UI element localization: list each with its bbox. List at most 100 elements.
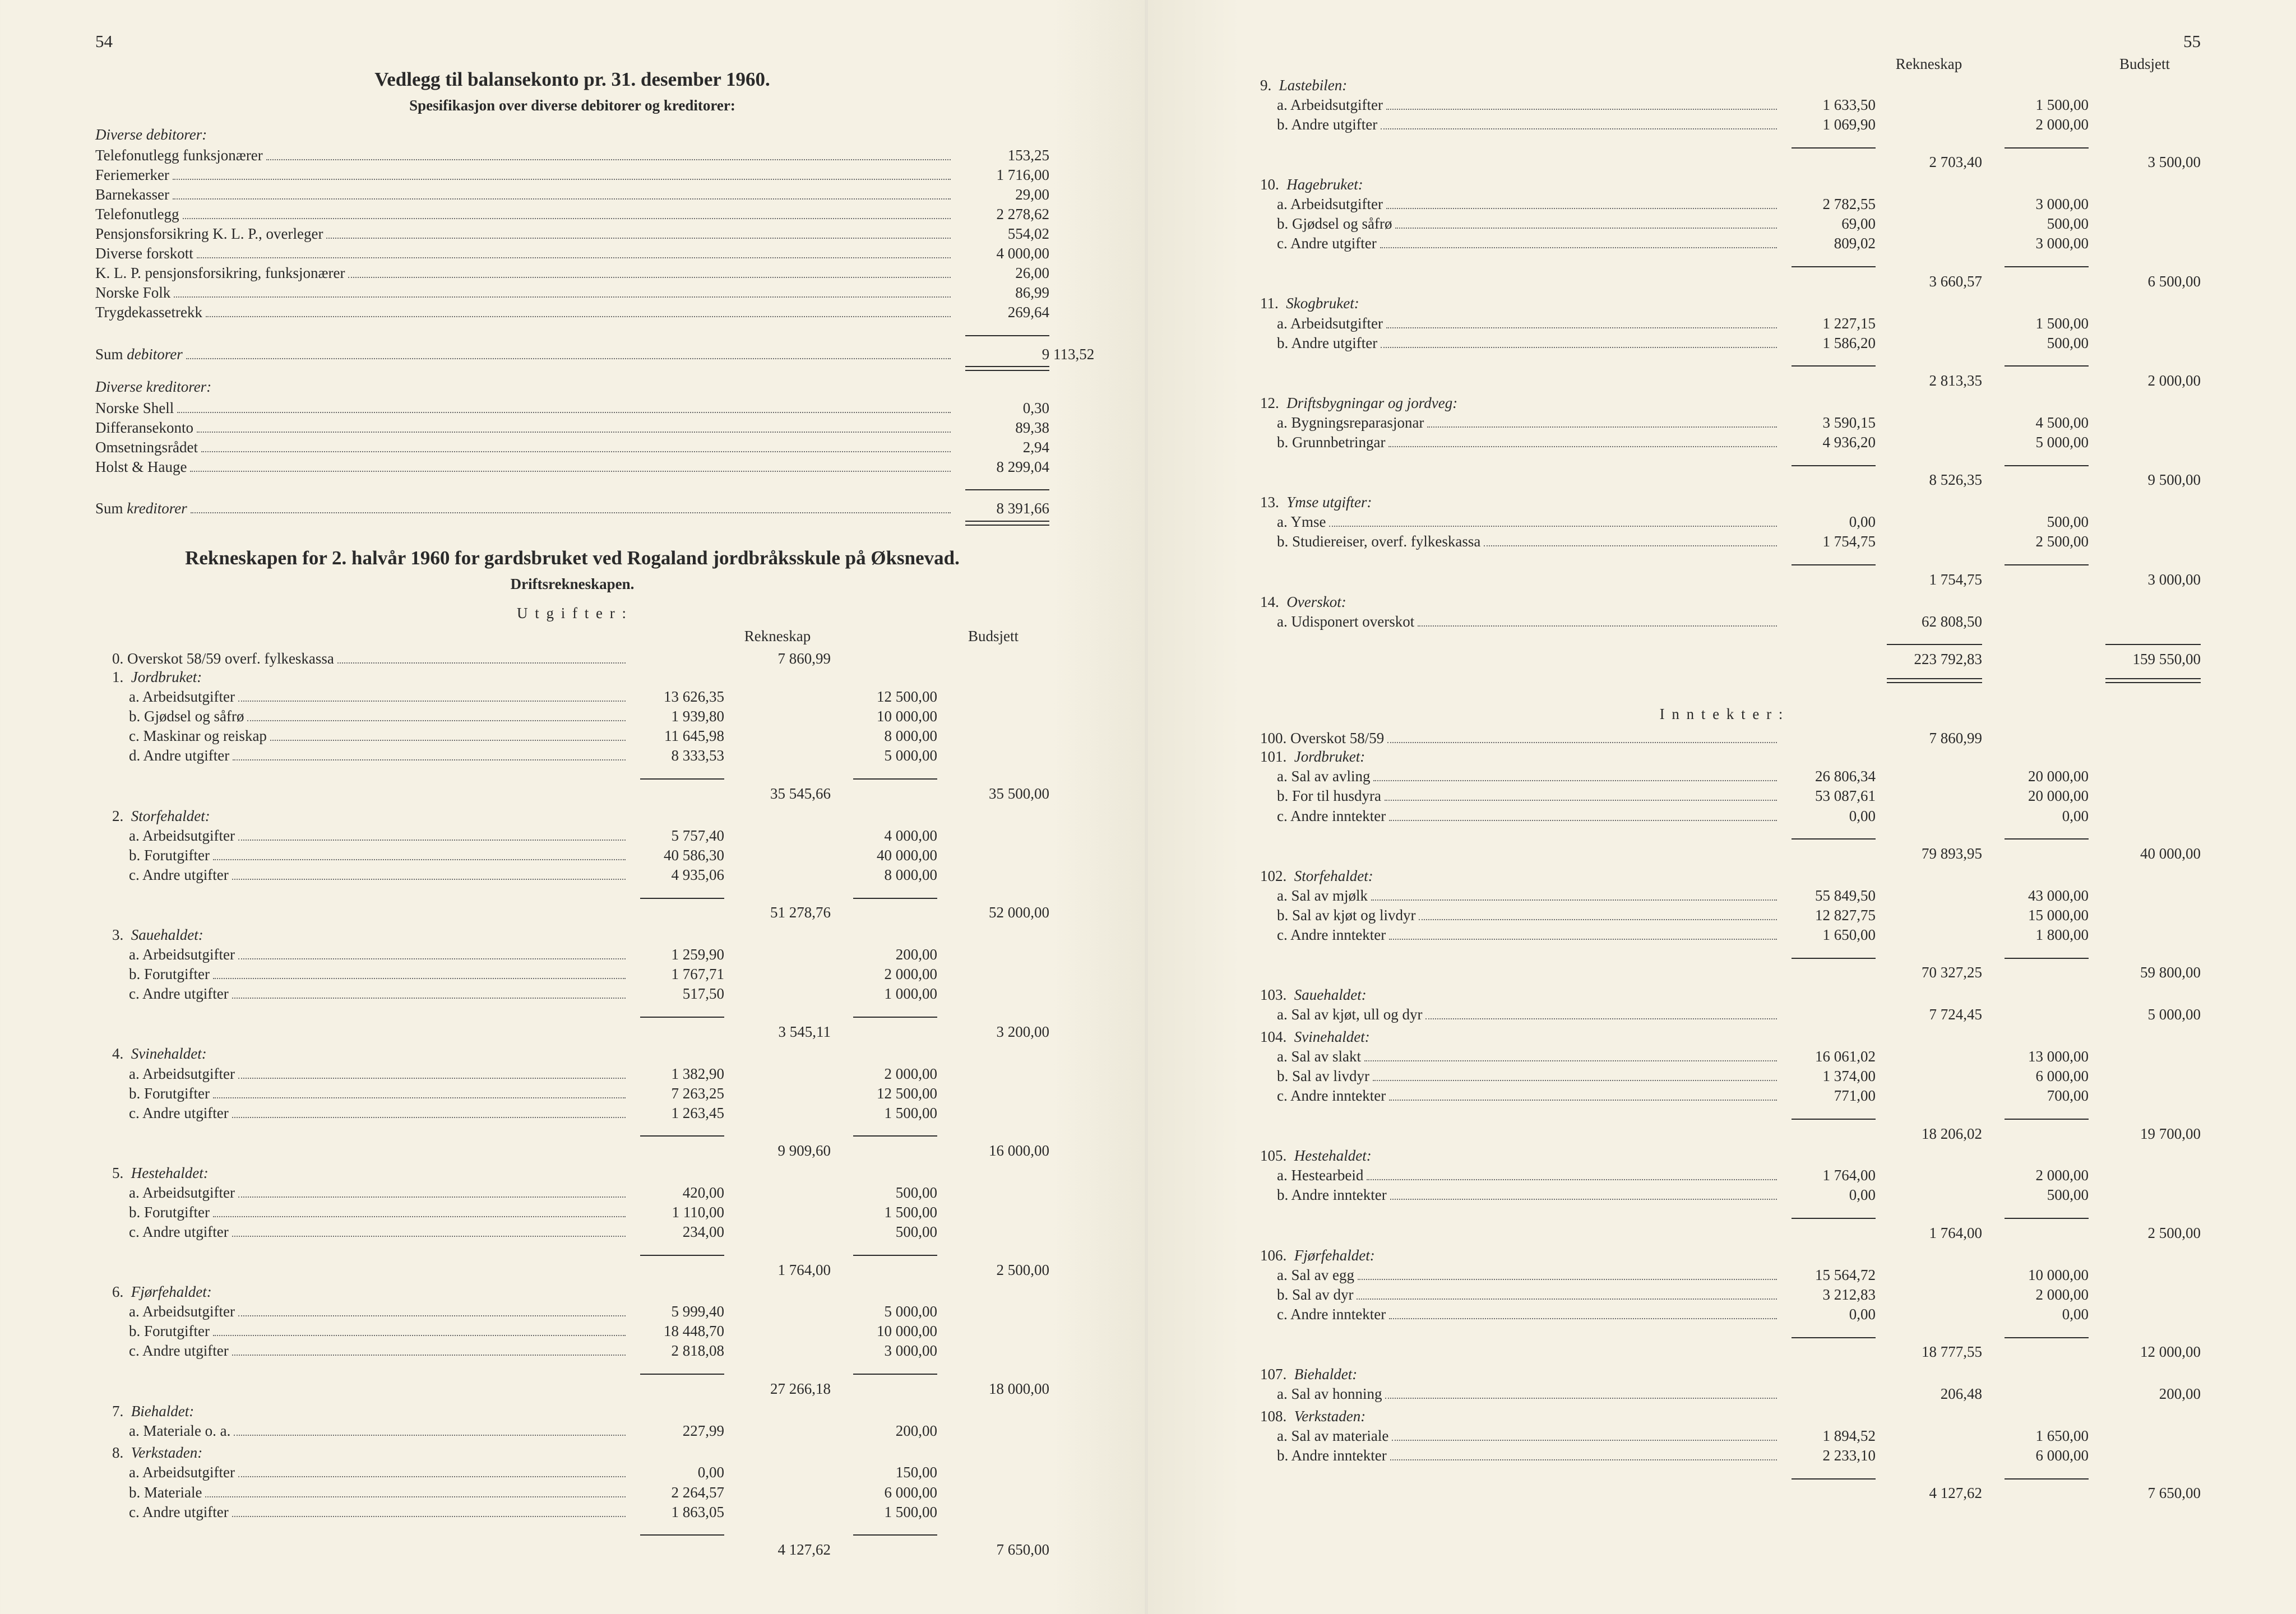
subtotal-v4: 52 000,00 <box>937 903 1049 922</box>
line-item-v3: 2 000,00 <box>1982 115 2089 134</box>
line-item-row: a. Arbeidsutgifter13 626,3512 500,00 <box>95 687 1049 707</box>
line-item-row: a. Arbeidsutgifter5 999,405 000,00 <box>95 1302 1049 1321</box>
line-item-row: a. Arbeidsutgifter1 227,151 500,00 <box>1243 313 2201 333</box>
subtotal-row: 18 206,0219 700,00 <box>1243 1125 2201 1144</box>
line-item-v1: 1 374,00 <box>1780 1067 1876 1086</box>
line-item-row: c. Andre utgifter1 863,051 500,00 <box>95 1502 1049 1522</box>
line-item-v1: 1 110,00 <box>629 1203 724 1222</box>
line-item-label: c. Andre utgifter <box>129 985 229 1004</box>
subtotal-row: 4 127,627 650,00 <box>95 1541 1049 1560</box>
line-item-v1: 1 754,75 <box>1780 532 1876 551</box>
line-item-v1: 4 935,06 <box>629 866 724 885</box>
line-item-v1: 1 259,90 <box>629 945 724 964</box>
line-item-v3: 1 650,00 <box>1982 1427 2089 1446</box>
group-heading: 6. Fjørfehaldet: <box>95 1283 1049 1302</box>
debitor-label: Telefonutlegg funksjonærer <box>95 146 263 165</box>
line-item-label: a. Arbeidsutgifter <box>1277 96 1383 115</box>
subtotal-v4: 7 650,00 <box>937 1541 1049 1560</box>
debitor-row: K. L. P. pensjonsforsikring, funksjonære… <box>95 263 1049 283</box>
line-item-v2: 62 808,50 <box>1876 613 1982 632</box>
line-item-v1: 5 999,40 <box>629 1302 724 1321</box>
line-item-label: a. Arbeidsutgifter <box>129 688 235 707</box>
debitor-value: 26,00 <box>954 264 1049 283</box>
line-item-label: c. Andre inntekter <box>1277 1087 1386 1106</box>
line-item-label: b. Grunnbetringar <box>1277 433 1385 452</box>
debitor-label: Diverse forskott <box>95 244 193 263</box>
line-item-v1: 5 757,40 <box>629 827 724 846</box>
subtotal-row: 3 545,113 200,00 <box>95 1023 1049 1042</box>
line-item-row: d. Andre utgifter8 333,535 000,00 <box>95 746 1049 766</box>
debitor-label: Telefonutlegg <box>95 205 179 224</box>
group-heading: 103. Sauehaldet: <box>1243 986 2201 1005</box>
grand-total-row: 223 792,83159 550,00 <box>1243 650 2201 669</box>
line-item-v3: 200,00 <box>831 945 937 964</box>
line-item-label: b. Forutgifter <box>129 1322 210 1341</box>
grand-total-v2: 223 792,83 <box>1876 650 1982 669</box>
line-item-v3: 3 000,00 <box>1982 195 2089 214</box>
kreditor-label: Differansekonto <box>95 419 193 438</box>
line-item-v1: 2 233,10 <box>1780 1446 1876 1465</box>
line-item-v1: 1 227,15 <box>1780 314 1876 333</box>
subtotal-row: 27 266,1818 000,00 <box>95 1380 1049 1399</box>
line-item-v1: 2 782,55 <box>1780 195 1876 214</box>
line-item-v1: 0,00 <box>1780 513 1876 532</box>
line-item-label: b. Andre utgifter <box>1277 115 1377 134</box>
line-item-v3: 3 000,00 <box>1982 234 2089 253</box>
line-item-v1: 420,00 <box>629 1184 724 1203</box>
kreditor-row: Differansekonto89,38 <box>95 418 1049 437</box>
line-item-row: c. Maskinar og reiskap11 645,988 000,00 <box>95 726 1049 746</box>
line-item-row: b. Grunnbetringar4 936,205 000,00 <box>1243 433 2201 452</box>
line-item-v3: 0,00 <box>1982 1305 2089 1324</box>
line-item-v1: 13 626,35 <box>629 688 724 707</box>
line-item-label: a. Sal av mjølk <box>1277 887 1368 906</box>
subtotal-v2: 4 127,62 <box>1876 1484 1982 1503</box>
line-item-label: c. Andre utgifter <box>129 866 229 885</box>
subtotal-v2: 70 327,25 <box>1876 963 1982 982</box>
subtotal-v2: 3 545,11 <box>724 1023 831 1042</box>
line-item-v3: 2 000,00 <box>1982 1286 2089 1305</box>
sum-debitorer-row: Sum Sum debitorerdebitorer 9 113,52 <box>95 344 1049 371</box>
group-heading: 104. Svinehaldet: <box>1243 1028 2201 1047</box>
line-item-v4: 200,00 <box>2089 1385 2201 1404</box>
line-item-v1: 55 849,50 <box>1780 887 1876 906</box>
line-item-label: b. Studiereiser, overf. fylkeskassa <box>1277 532 1480 551</box>
subtotal-v2: 2 813,35 <box>1876 372 1982 391</box>
line-item-row: a. Arbeidsutgifter2 782,553 000,00 <box>1243 194 2201 214</box>
line-item-v3: 700,00 <box>1982 1087 2089 1106</box>
line-item-v2: 7 724,45 <box>1876 1005 1982 1024</box>
subtotal-row: 79 893,9540 000,00 <box>1243 845 2201 864</box>
left-title: Vedlegg til balansekonto pr. 31. desembe… <box>95 67 1049 92</box>
page-number-right: 55 <box>2183 31 2201 53</box>
line-item-v1: 1 767,71 <box>629 965 724 984</box>
line-item-row: b. Andre utgifter1 069,902 000,00 <box>1243 115 2201 134</box>
line-item-row: a. Materiale o. a.227,99200,00 <box>95 1421 1049 1440</box>
line-item-label: c. Andre utgifter <box>129 1223 229 1242</box>
subtotal-row: 9 909,6016 000,00 <box>95 1142 1049 1161</box>
line-item-v3: 150,00 <box>831 1463 937 1482</box>
group-heading: 11. Skogbruket: <box>1243 294 2201 313</box>
line-item-v1: 0,00 <box>1780 1305 1876 1324</box>
line-item-v3: 40 000,00 <box>831 846 937 865</box>
subtotal-row: 2 703,403 500,00 <box>1243 153 2201 172</box>
line-item-row: c. Andre utgifter517,501 000,00 <box>95 984 1049 1004</box>
line-item-v3: 500,00 <box>1982 1186 2089 1205</box>
line-item-v3: 500,00 <box>1982 215 2089 234</box>
kreditor-value: 2,94 <box>954 438 1049 457</box>
group-heading: 108. Verkstaden: <box>1243 1407 2201 1426</box>
subtotal-v4: 6 500,00 <box>2089 272 2201 291</box>
subtotal-v2: 8 526,35 <box>1876 471 1982 490</box>
debitor-row: Telefonutlegg2 278,62 <box>95 204 1049 224</box>
line-item-v3: 2 500,00 <box>1982 532 2089 551</box>
line-item-v1: 40 586,30 <box>629 846 724 865</box>
group-heading: 106. Fjørfehaldet: <box>1243 1246 2201 1265</box>
group-heading: 5. Hestehaldet: <box>95 1164 1049 1183</box>
sum-debitorer-value: 9 113,52 <box>954 345 1049 372</box>
line-item-label: b. Andre inntekter <box>1277 1446 1387 1465</box>
line-item-label: c. Andre utgifter <box>129 1104 229 1123</box>
line-item-row: b. Andre utgifter1 586,20500,00 <box>1243 333 2201 353</box>
line-item-v1: 3 212,83 <box>1780 1286 1876 1305</box>
line-item-row: b. Sal av kjøt og livdyr12 827,7515 000,… <box>1243 906 2201 925</box>
line-item-row: b. Materiale2 264,576 000,00 <box>95 1482 1049 1502</box>
line-item-v1: 16 061,02 <box>1780 1047 1876 1066</box>
debitor-label: Norske Folk <box>95 284 170 303</box>
